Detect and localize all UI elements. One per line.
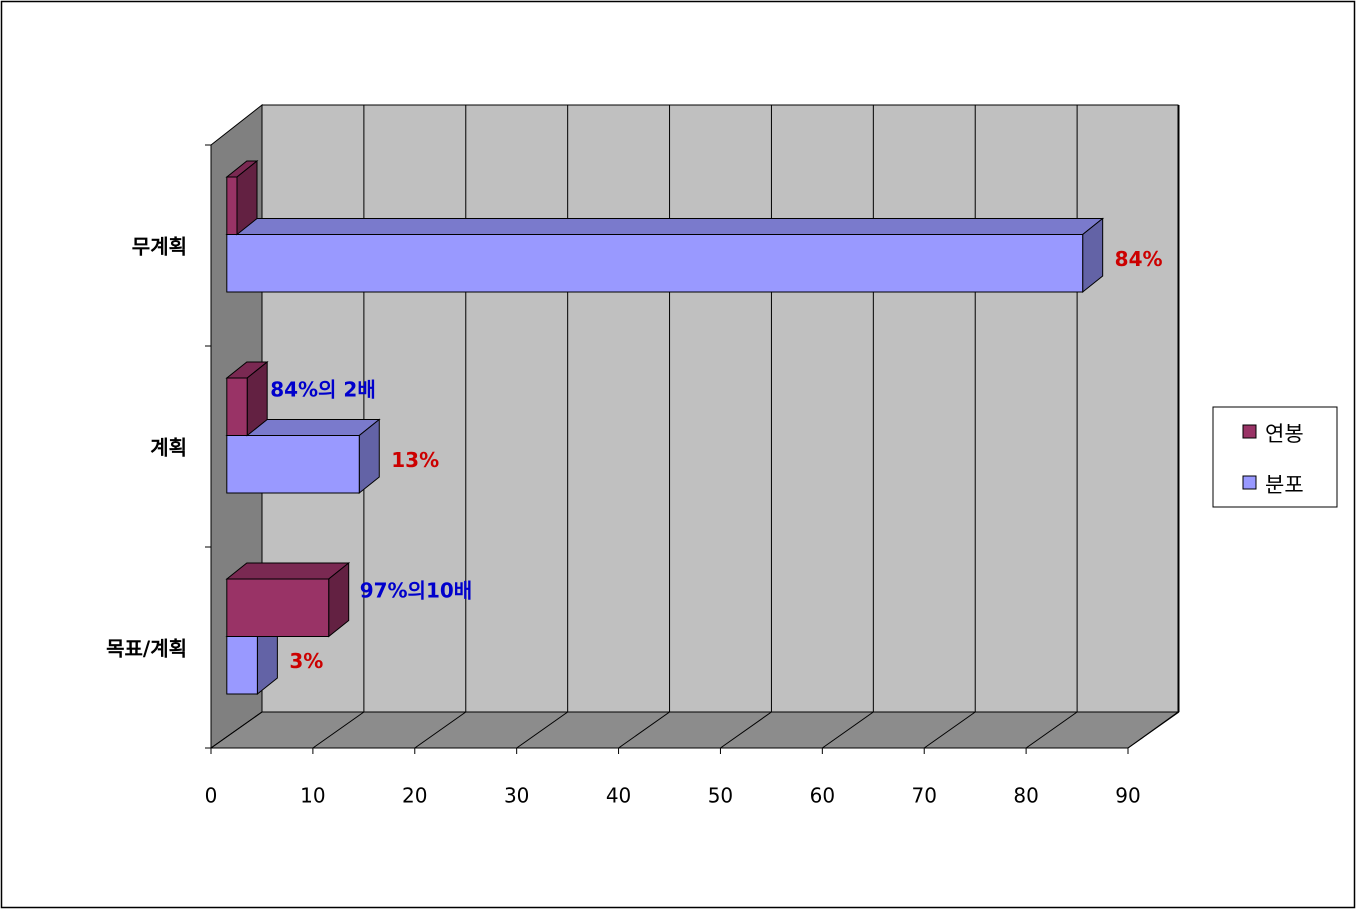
floor-grid-line [618,711,670,749]
floor-grid-line [822,711,874,749]
floor-grid-line [1127,711,1180,749]
bar-face [226,176,238,235]
legend-label: 분포 [1265,473,1304,497]
annotation: 97%의10배 [360,579,473,603]
bar [225,418,381,495]
bar-face [225,562,351,580]
x-tick-label: 70 [911,784,936,808]
floor-grid-line [210,711,263,749]
bar [225,217,1105,294]
category-label: 무계획 [132,235,187,259]
bar [225,360,269,437]
bar-face [226,234,1084,293]
bar-face [226,435,360,494]
floor-grid-line [923,711,976,749]
value-label: 84% [1115,247,1163,271]
bar-face [226,377,248,436]
x-tick-label: 20 [402,784,427,808]
floor-grid-line [516,711,568,749]
x-tick-label: 0 [205,784,218,808]
back-wall [261,104,1179,713]
bar-face [226,636,258,695]
legend-swatch [1242,424,1257,439]
bar [225,159,259,236]
value-label: 13% [391,448,439,472]
x-tick-label: 80 [1013,784,1038,808]
x-tick-label: 60 [810,784,835,808]
annotation: 84%의 2배 [270,378,376,402]
bar [225,561,351,638]
category-label: 계획 [150,436,187,460]
bar-face [225,218,1105,235]
legend-label: 연봉 [1265,422,1304,446]
x-tick-label: 30 [504,784,529,808]
x-tick-label: 10 [300,784,325,808]
x-tick-label: 40 [606,784,631,808]
floor-grid-line [312,711,365,749]
floor-grid-line [720,711,772,749]
x-tick-label: 90 [1115,784,1140,808]
legend [1212,406,1338,508]
x-tick-label: 50 [708,784,733,808]
bar-face [226,578,330,637]
value-label: 3% [289,649,323,673]
legend-swatch [1242,475,1257,490]
category-label: 목표/계획 [106,637,187,661]
floor-grid-line [1025,711,1078,749]
floor-grid-line [414,711,467,749]
